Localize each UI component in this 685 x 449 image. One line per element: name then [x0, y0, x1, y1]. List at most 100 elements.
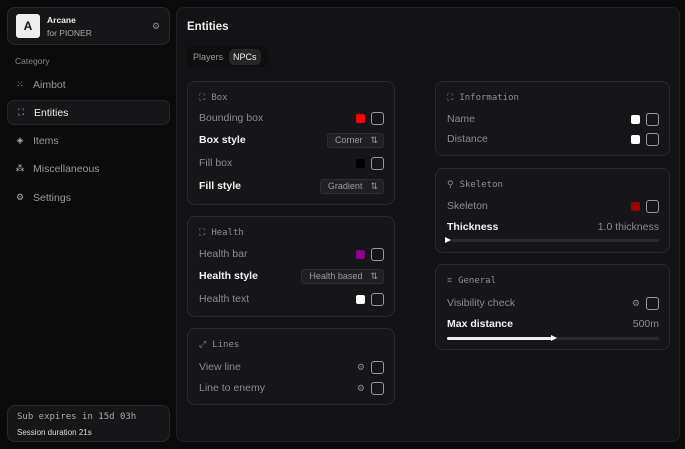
fill-box-label: Fill box	[199, 157, 233, 169]
skeleton-icon: ⚲	[447, 179, 454, 189]
health-style-select[interactable]: Health based ⇅	[301, 268, 384, 284]
view-line-row: View line ⚙	[199, 358, 384, 376]
section-header: ⛶ Information	[447, 92, 519, 103]
chevron-updown-icon: ⇅	[370, 270, 378, 281]
chevron-updown-icon: ⇅	[370, 180, 378, 191]
distance-color[interactable]	[631, 134, 640, 144]
subscription-card: Sub expires in 15d 03h Session duration …	[7, 405, 170, 442]
name-row: Name	[447, 110, 659, 128]
visibility-check-label: Visibility check	[447, 297, 516, 309]
health-text-row: Health text	[199, 290, 384, 308]
fill-box-color[interactable]	[356, 158, 365, 168]
section-header: ⚲ Skeleton	[447, 179, 503, 190]
view-line-label: View line	[199, 361, 241, 373]
section-header: ⛶ Box	[199, 92, 228, 103]
sidebar-item-settings[interactable]: ⚙ Settings	[7, 185, 170, 210]
thickness-value: 1.0 thickness	[597, 221, 659, 233]
skeleton-label: Skeleton	[447, 200, 488, 212]
max-distance-slider[interactable]	[447, 335, 659, 341]
gear-icon: ⚙	[15, 192, 25, 202]
name-checkbox[interactable]	[646, 112, 659, 126]
app-name: Arcane	[47, 15, 76, 25]
visibility-check-row: Visibility check ⚙	[447, 294, 659, 312]
distance-label: Distance	[447, 133, 488, 145]
health-bar-row: Health bar	[199, 245, 384, 263]
health-text-color[interactable]	[356, 294, 365, 304]
app-subtitle: for PIONER	[47, 28, 92, 38]
distance-row: Distance	[447, 130, 659, 148]
health-section: ⛶ Health Health bar Health style Health ba…	[187, 216, 395, 317]
session-duration: Session duration 21s	[17, 428, 92, 437]
settings-icon[interactable]: ⚙	[631, 297, 640, 308]
name-color[interactable]	[631, 114, 640, 124]
skeleton-color[interactable]	[631, 201, 640, 211]
line-to-enemy-checkbox[interactable]	[371, 381, 384, 395]
slider-handle[interactable]	[551, 335, 557, 341]
crosshair-grid-icon: ⁙	[16, 79, 24, 89]
logo: A	[16, 14, 40, 38]
visibility-check-checkbox[interactable]	[646, 296, 659, 310]
general-icon: ⌗	[447, 275, 453, 285]
skeleton-checkbox[interactable]	[646, 199, 659, 213]
max-distance-label: Max distance	[447, 318, 513, 330]
fill-style-row: Fill style Gradient ⇅	[199, 177, 384, 195]
slider-fill	[447, 337, 553, 340]
bounding-box-label: Bounding box	[199, 112, 264, 124]
health-bar-color[interactable]	[356, 249, 365, 259]
settings-icon[interactable]: ⚙	[356, 361, 365, 372]
box-style-label: Box style	[199, 134, 246, 146]
sidebar-item-entities[interactable]: ⛶ Entities	[7, 100, 170, 125]
fill-box-row: Fill box	[199, 154, 384, 172]
settings-icon[interactable]: ⚙	[152, 21, 161, 31]
tab-players[interactable]: Players	[193, 51, 224, 62]
information-icon: ⛶	[447, 92, 454, 102]
thickness-slider[interactable]	[445, 237, 659, 243]
sidebar-item-aimbot[interactable]: ⁙ Aimbot	[7, 72, 170, 97]
section-header: ⤢ Lines	[199, 339, 240, 350]
app-header: A Arcane for PIONER ⚙	[7, 7, 170, 45]
section-header: ⌗ General	[447, 275, 497, 286]
slider-handle[interactable]	[445, 237, 451, 243]
entities-icon: ⛶	[17, 107, 25, 117]
tab-npcs[interactable]: NPCs	[229, 48, 261, 65]
max-distance-value: 500m	[632, 318, 659, 330]
sidebar-item-miscellaneous[interactable]: ⁂ Miscellaneous	[7, 156, 170, 181]
sidebar-item-items[interactable]: ◈ Items	[7, 128, 170, 153]
name-label: Name	[447, 113, 476, 125]
fill-box-checkbox[interactable]	[371, 156, 384, 170]
lines-section: ⤢ Lines View line ⚙ Line to enemy ⚙	[187, 328, 395, 405]
skeleton-section: ⚲ Skeleton Skeleton Thickness 1.0 thicknes…	[435, 168, 670, 253]
health-icon: ⛶	[199, 227, 206, 237]
health-text-checkbox[interactable]	[371, 292, 384, 306]
health-text-label: Health text	[199, 293, 250, 305]
tab-bar: Players NPCs	[187, 46, 268, 67]
bounding-box-color[interactable]	[356, 113, 365, 123]
bounding-box-checkbox[interactable]	[371, 111, 384, 125]
section-header: ⛶ Health	[199, 227, 244, 238]
sub-expires: Sub expires in 15d 03h	[17, 412, 137, 422]
line-to-enemy-label: Line to enemy	[199, 382, 265, 394]
box-icon: ⛶	[199, 92, 206, 102]
settings-icon[interactable]: ⚙	[356, 382, 365, 393]
distance-checkbox[interactable]	[646, 132, 659, 146]
health-style-label: Health style	[199, 270, 258, 282]
thickness-label: Thickness	[447, 221, 499, 233]
skeleton-row: Skeleton	[447, 197, 659, 215]
box-style-select[interactable]: Corner ⇅	[326, 132, 384, 148]
box-style-row: Box style Corner ⇅	[199, 131, 384, 149]
health-bar-checkbox[interactable]	[371, 247, 384, 261]
line-icon: ⤢	[199, 339, 207, 349]
line-to-enemy-row: Line to enemy ⚙	[199, 379, 384, 397]
sidebar-item-label: Entities	[34, 106, 69, 119]
misc-icon: ⁂	[15, 163, 25, 173]
view-line-checkbox[interactable]	[371, 360, 384, 374]
sidebar-item-label: Miscellaneous	[33, 162, 100, 175]
fill-style-select[interactable]: Gradient ⇅	[319, 178, 384, 194]
fill-style-label: Fill style	[199, 180, 242, 192]
information-section: ⛶ Information Name Distance	[435, 81, 670, 156]
box-section: ⛶ Box Bounding box Box style Corner ⇅ Fill …	[187, 81, 395, 205]
general-section: ⌗ General Visibility check ⚙ Max distance 5…	[435, 264, 670, 350]
thickness-row: Thickness 1.0 thickness	[447, 218, 659, 236]
chevron-updown-icon: ⇅	[370, 134, 378, 145]
max-distance-row: Max distance 500m	[447, 315, 659, 333]
